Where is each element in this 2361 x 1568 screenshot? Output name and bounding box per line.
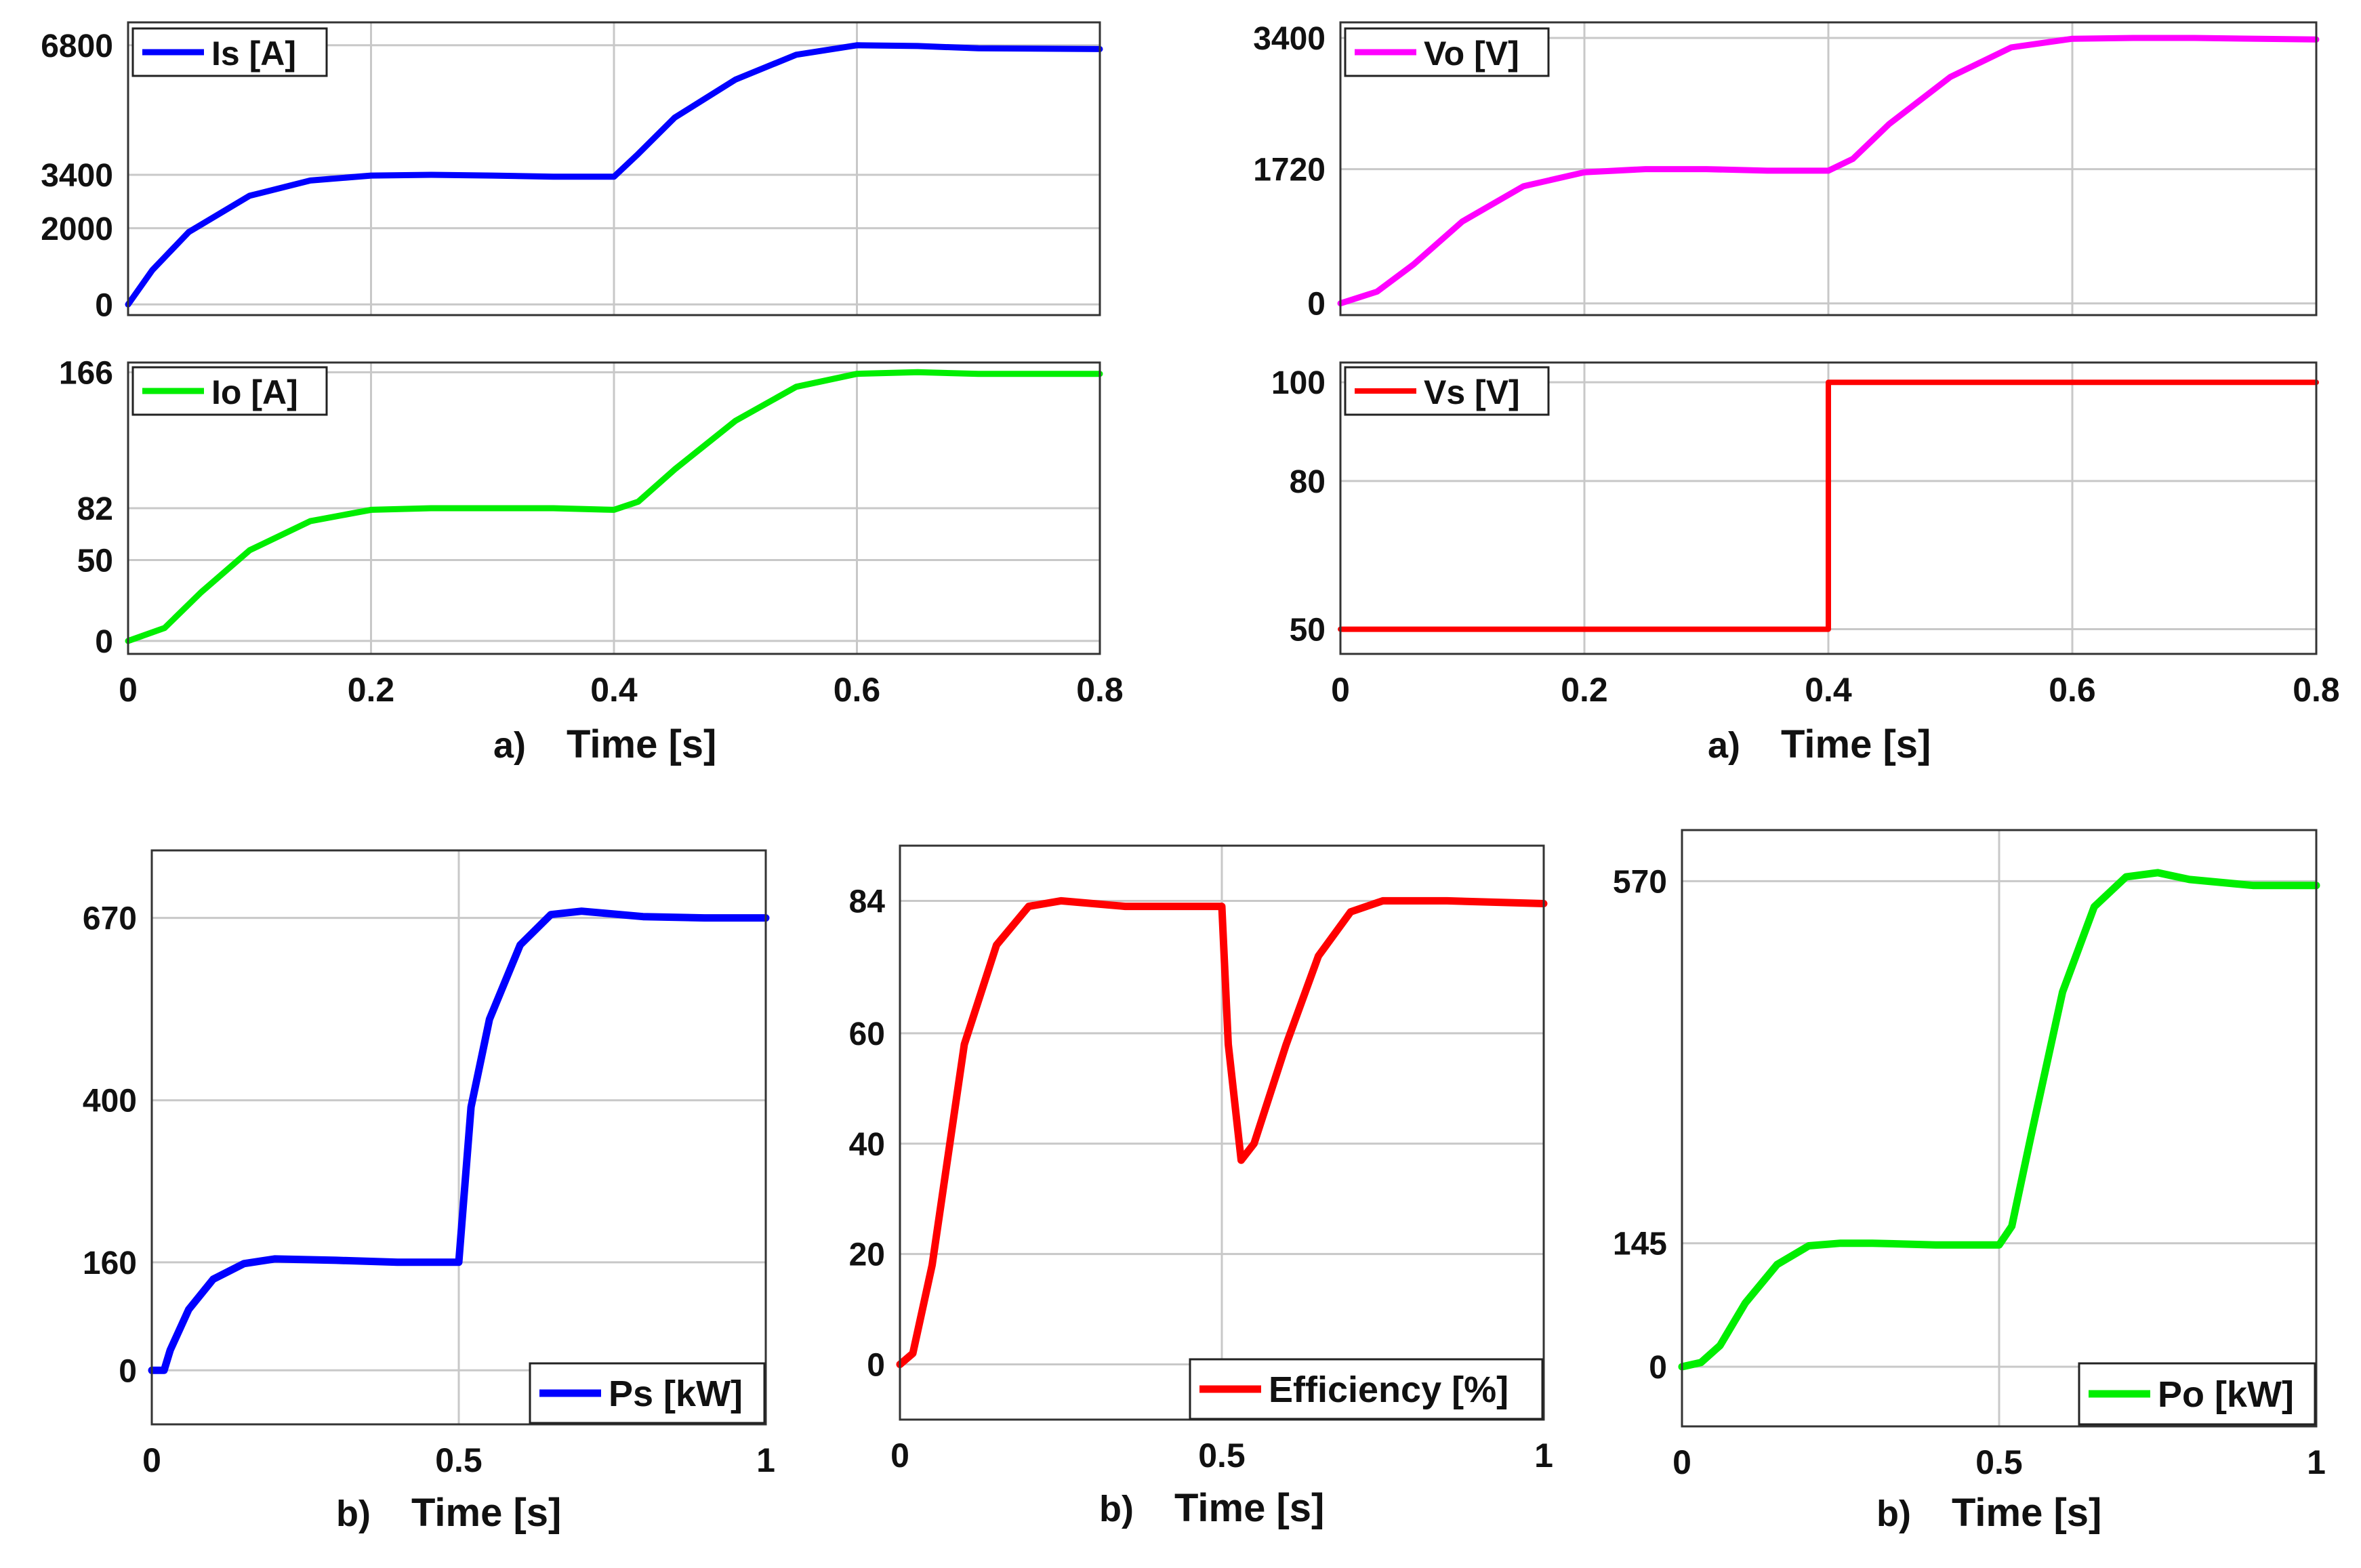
series-line-eff-0 [896,896,1548,1369]
legend-label: Vo [V] [1424,35,1519,73]
x-tick-label: 1 [2307,1443,2326,1481]
y-tick-label: 570 [1613,864,1667,900]
panel-label: a) [1708,725,1740,766]
y-tick-label: 6800 [41,28,113,64]
legend: Is [A] [131,27,328,77]
x-tick-label: 0.6 [834,671,881,709]
legend-label: Po [kW] [2158,1374,2294,1415]
x-tick-label: 1 [1534,1437,1553,1474]
x-tick-label: 0.4 [1805,671,1852,709]
x-tick-label: 0.8 [1076,671,1124,709]
x-tick-label: 0 [1331,671,1350,709]
y-tick-label: 2000 [41,211,113,247]
y-tick-label: 60 [849,1016,885,1052]
chart-vo: 0 1720 3400 Vo [V] [1253,21,2320,323]
x-axis-title: Time [s] [1952,1491,2101,1535]
x-tick-label: 0.5 [435,1441,483,1479]
legend: Vs [V] [1344,366,1550,416]
y-tick-label: 0 [1307,287,1326,323]
y-tick-label: 100 [1271,365,1326,401]
series-line-vs-0 [1338,379,2319,632]
legend: Po [kW] [2078,1362,2316,1426]
panel-label: a) [493,725,526,766]
x-axis-title: Time [s] [1174,1486,1324,1530]
series-line-is-0 [125,42,1103,308]
plot-frame [150,849,767,1426]
y-tick-label: 0 [95,624,113,660]
legend-label: Is [A] [211,35,296,73]
chart-is: 0 2000 3400 6800 Is [A] [41,21,1103,323]
plot-frame [127,361,1101,655]
series-line-po-0 [1678,869,2320,1371]
chart-eff: 0 20 40 60 84 0 0.5 1 b) Time [s] Efficiency [%] [849,844,1553,1530]
legend-label: Io [A] [211,373,298,411]
x-tick-label: 0.2 [1561,671,1608,709]
legend: Ps [kW] [529,1362,766,1424]
y-tick-label: 3400 [41,158,113,194]
x-tick-label: 0 [142,1441,161,1479]
y-tick-label: 3400 [1253,21,1326,57]
x-axis-title: Time [s] [567,722,716,766]
y-tick-label: 20 [849,1237,885,1273]
x-tick-label: 0.5 [1975,1443,2023,1481]
y-tick-label: 82 [77,491,113,527]
x-tick-label: 0.5 [1198,1437,1246,1474]
x-tick-label: 0.4 [590,671,638,709]
legend-label: Vs [V] [1424,373,1520,411]
legend: Efficiency [%] [1189,1358,1544,1420]
x-tick-label: 0 [1672,1443,1691,1481]
legend-label: Ps [kW] [609,1374,743,1414]
series-line-vo-0 [1337,35,2320,307]
chart-io: 0 50 82 166 0 0.2 0.4 0.6 0.8 a) Time [s] Io [A] [59,355,1124,766]
x-tick-label: 0.2 [348,671,395,709]
y-tick-label: 50 [77,543,113,579]
y-tick-label: 0 [95,287,113,323]
x-tick-label: 0.8 [2293,671,2340,709]
x-tick-label: 0 [119,671,138,709]
y-tick-label: 80 [1290,464,1326,500]
panel-label: b) [1876,1493,1911,1534]
chart-po: 0 145 570 0 0.5 1 b) Time [s] Po [kW] [1613,829,2326,1535]
x-tick-label: 1 [756,1441,775,1479]
y-tick-label: 84 [849,884,886,920]
x-tick-label: 0 [890,1437,909,1474]
y-tick-label: 0 [1649,1350,1667,1386]
chart-ps: 0 160 400 670 0 0.5 1 b) Time [s] Ps [kW] [83,849,775,1535]
plot-frame [1339,361,2318,655]
legend-label: Efficiency [%] [1269,1369,1508,1410]
panel-label: b) [336,1493,371,1534]
legend: Io [A] [131,366,328,416]
plot-frame [1681,829,2318,1428]
plot-frame [1339,21,2318,316]
y-tick-label: 1720 [1253,152,1326,188]
x-axis-title: Time [s] [411,1491,561,1535]
series-line-io-0 [125,369,1103,644]
y-tick-label: 0 [119,1353,137,1389]
y-tick-label: 160 [83,1245,137,1281]
x-axis-title: Time [s] [1781,722,1931,766]
chart-vs: 50 80 100 0 0.2 0.4 0.6 0.8 a) Time [s] Vs [V] [1271,361,2340,766]
x-tick-label: 0.6 [2049,671,2096,709]
legend: Vo [V] [1344,27,1550,77]
y-tick-label: 166 [59,355,113,391]
y-tick-label: 0 [867,1348,885,1384]
panel-label: b) [1099,1489,1134,1529]
y-tick-label: 50 [1290,613,1326,648]
y-tick-label: 145 [1613,1226,1667,1262]
y-tick-label: 400 [83,1084,137,1119]
y-tick-label: 40 [849,1127,885,1163]
series-line-ps-0 [148,907,770,1374]
y-tick-label: 670 [83,901,137,937]
plot-frame [127,21,1101,316]
